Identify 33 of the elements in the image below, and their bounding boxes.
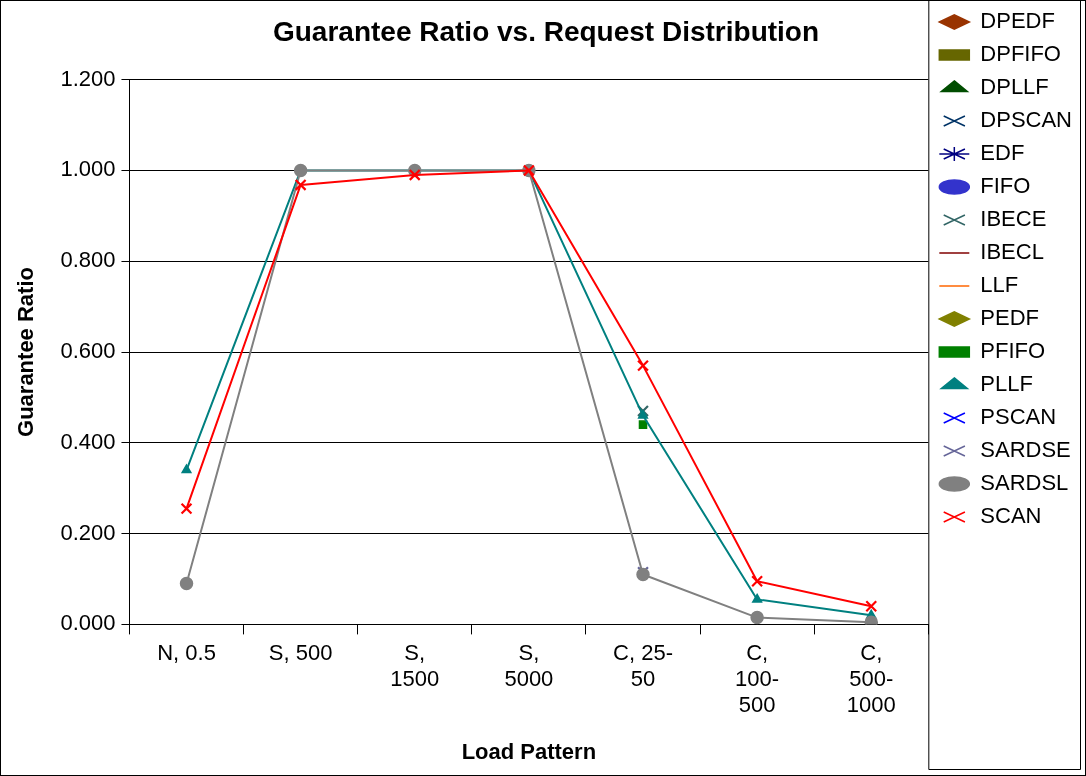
y-tick-label: 1.000: [60, 156, 116, 182]
y-tick-label: 0.600: [60, 338, 116, 364]
x-tick-label: S, 5000: [504, 639, 554, 692]
x-tick-label: C, 25-50: [613, 639, 673, 692]
legend-label: DPLLF: [980, 74, 1049, 100]
x-tick-label: S, 500: [268, 639, 333, 665]
legend-label: DPFIFO: [980, 41, 1061, 67]
y-axis-title: Guarantee Ratio: [13, 267, 39, 437]
legend-label: FIFO: [980, 173, 1031, 199]
y-tick-label: 1.200: [60, 65, 116, 91]
legend-label: IBECE: [980, 206, 1047, 232]
legend-label: SCAN: [980, 503, 1042, 529]
legend-label: SARDSL: [980, 470, 1069, 496]
legend-label: DPEDF: [980, 8, 1055, 34]
legend-label: DPSCAN: [980, 107, 1072, 133]
x-tick-label: C, 100-500: [735, 639, 780, 718]
y-tick-label: 0.400: [60, 428, 116, 454]
legend-label: LLF: [980, 272, 1019, 298]
legend-label: PFIFO: [980, 338, 1046, 364]
x-tick-label: C, 500-1000: [846, 639, 896, 718]
legend-label: PLLF: [980, 371, 1033, 397]
x-tick-label: N, 0.5: [157, 639, 216, 665]
legend-label: IBECL: [980, 239, 1044, 265]
x-axis-title: Load Pattern: [461, 738, 597, 764]
y-tick-label: 0.200: [60, 519, 116, 545]
legend-label: SARDSE: [980, 437, 1071, 463]
legend-label: PSCAN: [980, 404, 1057, 430]
x-tick-label: S, 1500: [390, 639, 440, 692]
y-tick-label: 0.800: [60, 247, 116, 273]
legend-label: PEDF: [980, 305, 1039, 331]
chart-title: Guarantee Ratio vs. Request Distribution: [272, 15, 820, 47]
y-tick-label: 0.000: [60, 610, 116, 636]
legend-label: EDF: [980, 140, 1025, 166]
